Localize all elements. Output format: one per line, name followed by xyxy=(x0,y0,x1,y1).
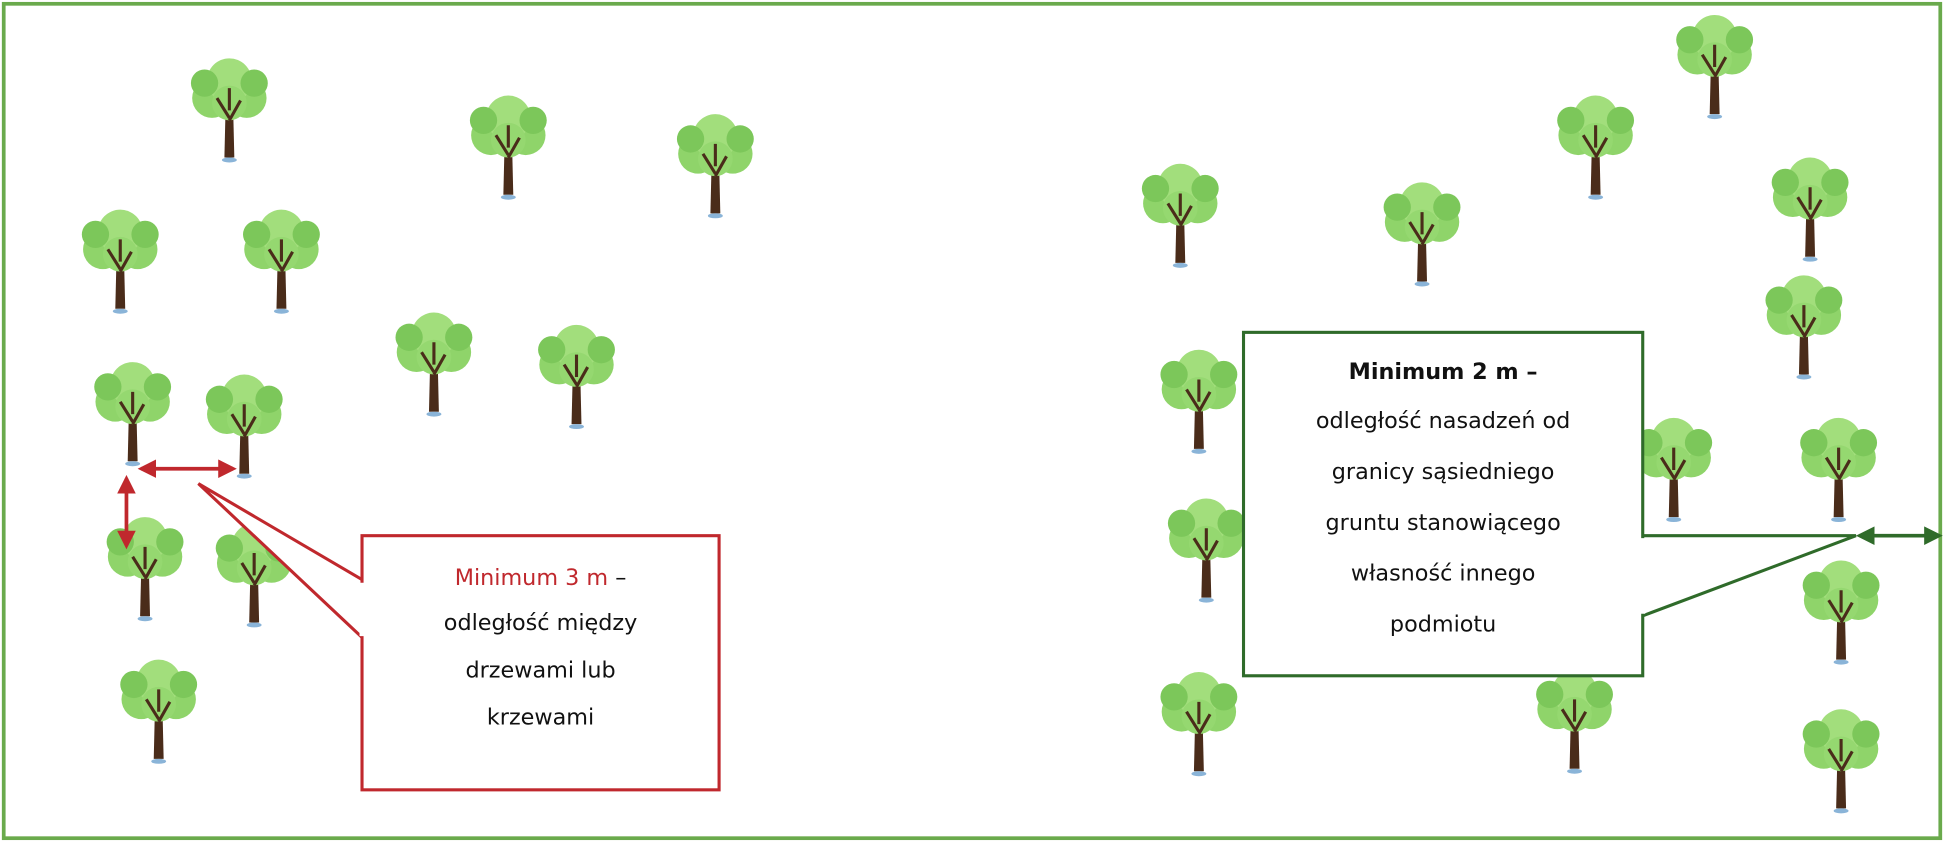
callout-line: odległość nasadzeń od xyxy=(1316,408,1570,434)
callout-heading: Minimum 3 m – xyxy=(455,564,627,590)
suffix: – xyxy=(615,564,626,590)
callout-line: własność innego xyxy=(1351,561,1536,587)
callout-line: granicy sąsiedniego xyxy=(1332,459,1555,485)
highlight: Minimum 2 m xyxy=(1349,359,1519,385)
callout-line: krzewami xyxy=(487,704,594,730)
callout-line: gruntu stanowiącego xyxy=(1326,510,1561,536)
border xyxy=(4,4,1941,838)
callout-heading: Minimum 2 m – xyxy=(1349,359,1538,385)
suffix: – xyxy=(1526,359,1537,385)
page: Minimum 3 m – odległość między drzewami l… xyxy=(0,0,1944,842)
callout-line: podmiotu xyxy=(1390,611,1496,637)
highlight: Minimum 3 m xyxy=(455,564,608,590)
diagram: Minimum 3 m – odległość między drzewami l… xyxy=(0,0,1944,842)
callout-line: odległość między xyxy=(444,610,637,636)
callout-line: drzewami lub xyxy=(465,657,615,683)
